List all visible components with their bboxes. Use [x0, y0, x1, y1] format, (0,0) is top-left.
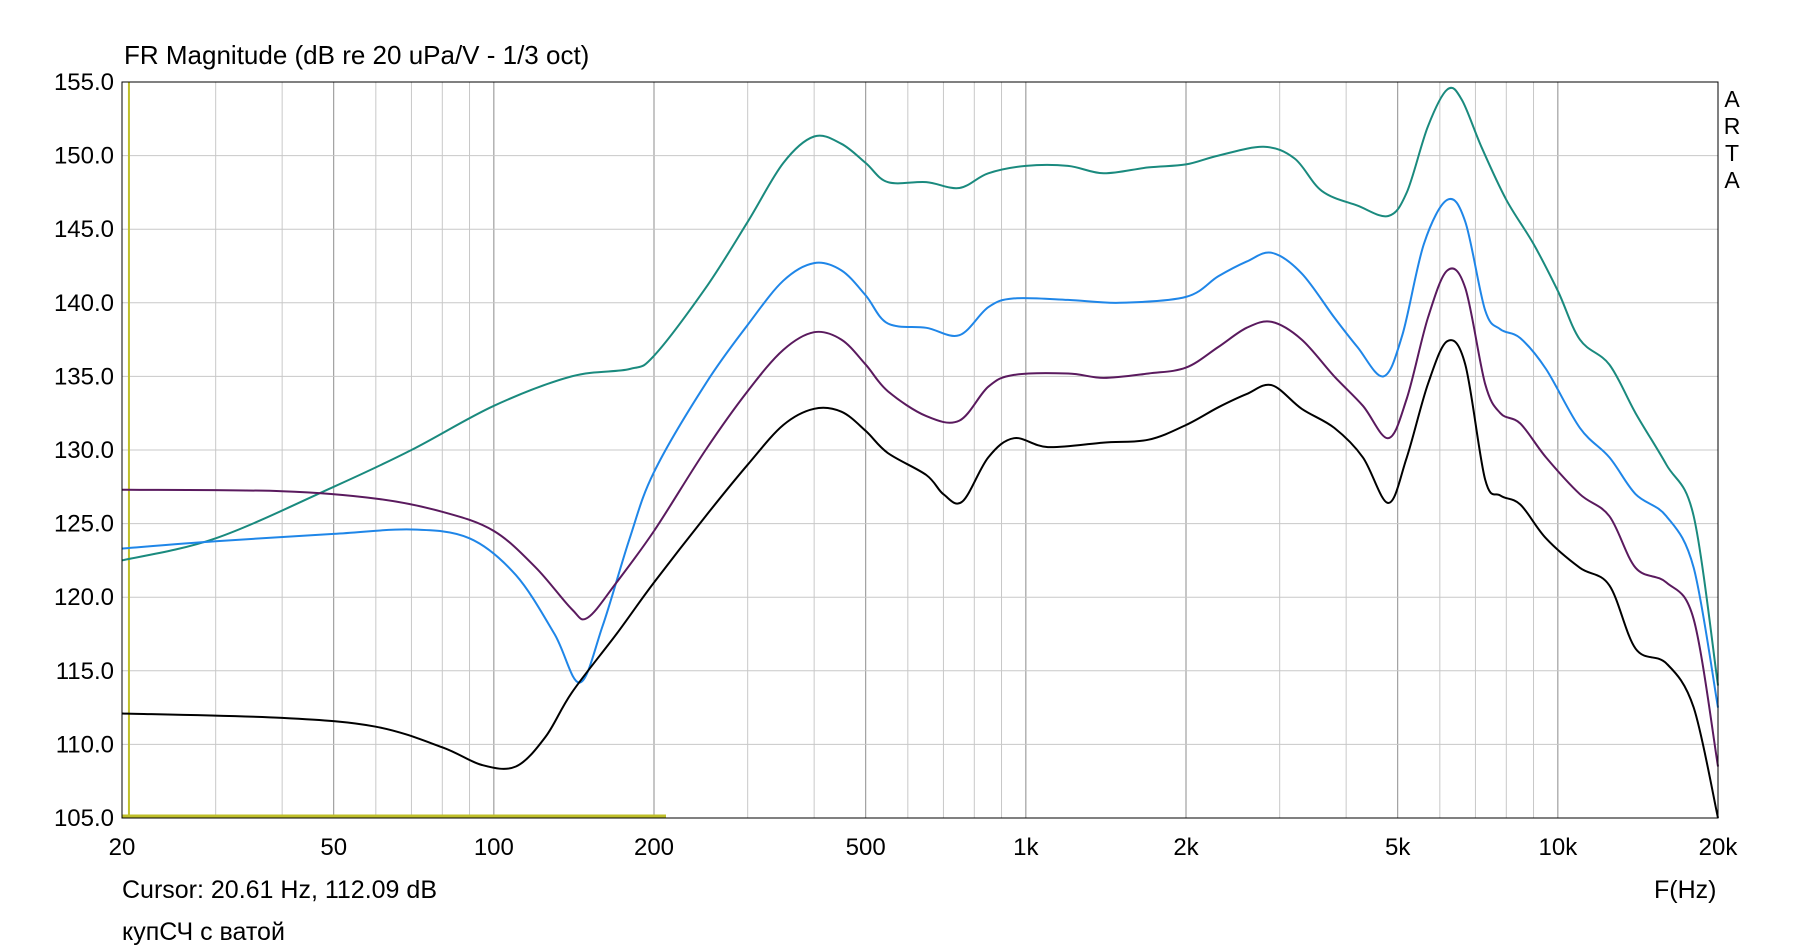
x-tick-label: 50 — [320, 834, 347, 861]
grid — [121, 81, 1719, 819]
y-tick-label: 140.0 — [54, 290, 114, 317]
x-tick-label: 10k — [1539, 834, 1579, 861]
y-tick-label: 150.0 — [54, 143, 114, 170]
y-tick-label: 105.0 — [54, 805, 114, 832]
measurement-note: купСЧ с ватой — [122, 918, 285, 946]
brand-letter: T — [1724, 140, 1740, 166]
y-tick-label: 120.0 — [54, 584, 114, 611]
series-line-2 — [121, 197, 1719, 708]
y-tick-label: 135.0 — [54, 363, 114, 390]
x-tick-label: 500 — [846, 834, 886, 861]
x-tick-label: 2k — [1173, 834, 1199, 861]
plot-frame — [121, 81, 1719, 819]
x-axis-ticks: 20 50 100 200 500 1k 2k 5k 10k 20k — [109, 834, 1739, 861]
y-tick-label: 130.0 — [54, 437, 114, 464]
series-line-1 — [121, 86, 1719, 686]
y-tick-label: 125.0 — [54, 511, 114, 538]
x-tick-label: 200 — [634, 834, 674, 861]
x-tick-label: 1k — [1013, 834, 1039, 861]
y-tick-label: 115.0 — [56, 658, 114, 685]
cursor-readout: Cursor: 20.61 Hz, 112.09 dB — [122, 876, 437, 904]
x-axis-label: F(Hz) — [1654, 876, 1717, 904]
brand-letter: A — [1724, 86, 1740, 112]
chart-title: FR Magnitude (dB re 20 uPa/V - 1/3 oct) — [124, 40, 590, 70]
brand-letter: R — [1723, 113, 1741, 139]
x-tick-label: 20k — [1699, 834, 1739, 861]
y-tick-label: 155.0 — [54, 69, 114, 96]
y-tick-label: 145.0 — [54, 216, 114, 243]
y-tick-label: 110.0 — [56, 731, 114, 758]
y-axis-ticks: 105.0 110.0 115.0 120.0 125.0 130.0 135.0 140.0… — [54, 69, 114, 832]
series-layer — [121, 86, 1719, 819]
series-line-4 — [121, 339, 1719, 819]
x-tick-label: 5k — [1385, 834, 1411, 861]
x-tick-label: 20 — [109, 834, 136, 861]
brand-letter: A — [1724, 167, 1740, 193]
series-line-3 — [121, 267, 1719, 767]
arta-brand: A R T A — [1720, 86, 1744, 194]
cursor-marker[interactable] — [122, 82, 666, 818]
x-tick-label: 100 — [474, 834, 514, 861]
